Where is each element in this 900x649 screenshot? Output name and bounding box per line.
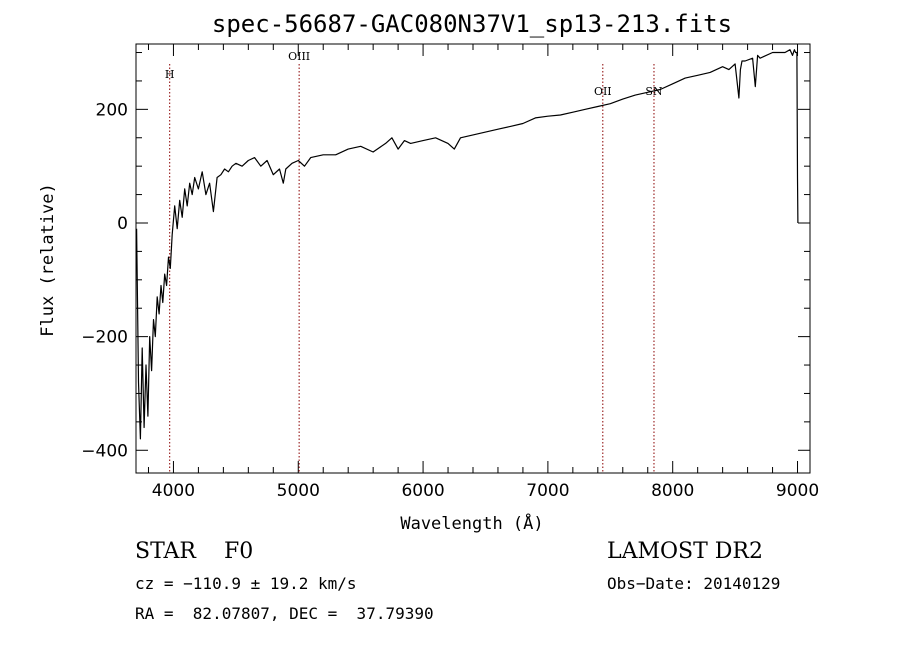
spectral-class: STAR F0 (135, 539, 254, 564)
plot-frame (135, 43, 811, 474)
x-tick-label: 6000 (401, 481, 444, 501)
plot-area: 4000 5000 6000 7000 8000 9000 −400 −200 0 200 H OII… (81, 43, 819, 501)
emission-line-label: OIII (288, 50, 310, 63)
survey-name: LAMOST DR2 (607, 539, 763, 564)
x-axis-label: Wavelength (Å) (400, 512, 543, 534)
observation-date: Obs−Date: 20140129 (607, 574, 781, 593)
emission-line-label: OII (594, 85, 612, 98)
redshift-cz: cz = −110.9 ± 19.2 km/s (135, 574, 357, 593)
spectrum-line (136, 49, 799, 440)
x-tick-label: 5000 (277, 481, 320, 501)
ra-dec-coordinates: RA = 82.07807, DEC = 37.79390 (135, 604, 434, 623)
emission-line-label: H (165, 68, 175, 81)
x-tick-label: 4000 (152, 481, 195, 501)
y-tick-label: −200 (81, 328, 128, 348)
y-axis-label: Flux (relative) (38, 183, 58, 337)
y-tick-label: 200 (96, 100, 128, 120)
x-tick-label: 9000 (776, 481, 819, 501)
x-tick-label: 8000 (651, 481, 694, 501)
x-tick-label: 7000 (526, 481, 569, 501)
y-tick-label: 0 (117, 214, 128, 234)
emission-line-label: SN (645, 85, 663, 98)
y-tick-label: −400 (81, 441, 128, 461)
chart-title: spec-56687-GAC080N37V1_sp13-213.fits (212, 10, 732, 38)
